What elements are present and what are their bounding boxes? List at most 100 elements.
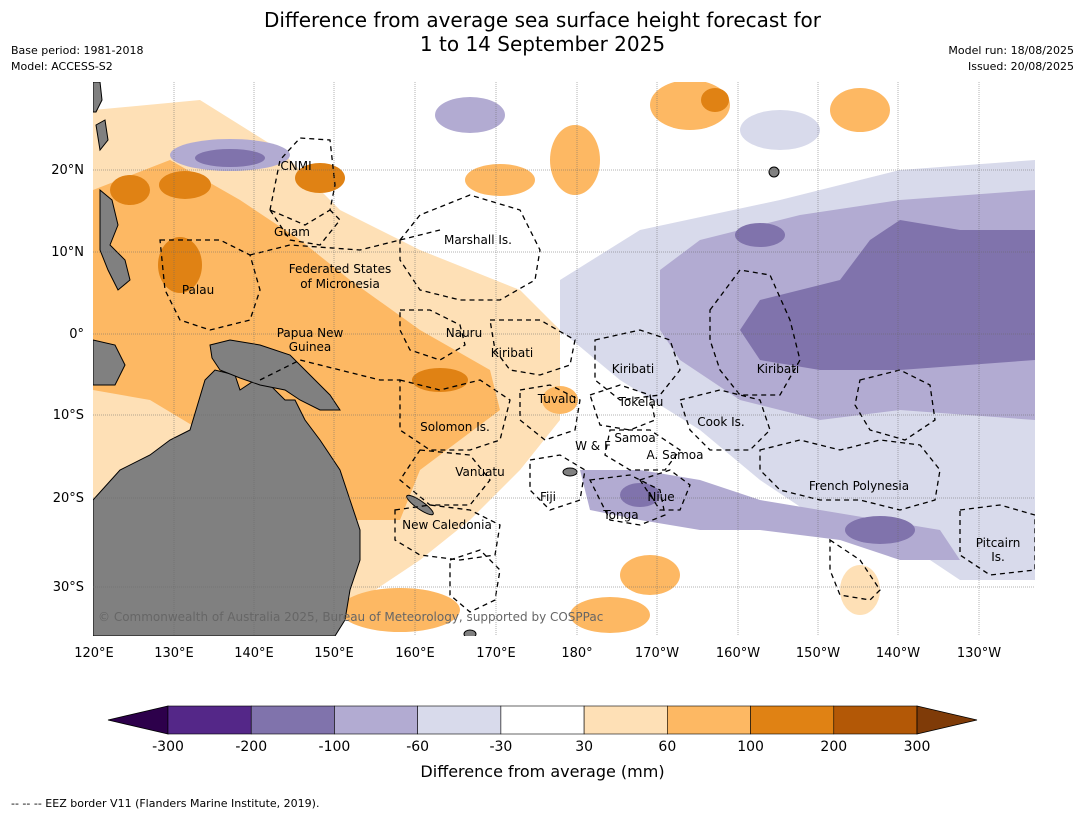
lon-label: 180° [561,646,592,661]
eez-footnote: -- -- -- EEZ border V11 (Flanders Marine… [11,797,320,810]
anomaly-blob-orange [830,88,890,132]
run-issue-info: Model run: 18/08/2025 Issued: 20/08/2025 [948,43,1074,75]
lon-label: 150°E [314,646,354,661]
colorbar-segment [167,705,252,735]
anomaly-blob-dark-orange [158,237,202,293]
anomaly-blob-purple [845,516,915,544]
colorbar-tick-label: 100 [737,739,764,755]
anomaly-blob-purple [195,149,265,167]
region-label-new-caledonia: New Caledonia [402,518,492,532]
anomaly-blob-orange [542,386,578,414]
colorbar-segment [750,705,835,735]
colorbar-segment [250,705,335,735]
colorbar-extend-high [916,705,978,735]
colorbar: -300 -200 -100 -60 -30 30 60 100 200 300 [107,705,978,755]
colorbar-segment [667,705,751,735]
region-label-american-samoa: A. Samoa [647,448,704,462]
title-line-1: Difference from average sea surface heig… [263,8,822,32]
colorbar-segment [833,705,918,735]
anomaly-blob-dark-orange [412,368,468,392]
region-label-nauru: Nauru [446,326,482,340]
lon-label: 170°W [635,646,679,661]
region-label-fsm-line1: Federated States [289,262,391,276]
region-label-french-polynesia: French Polynesia [809,479,909,493]
region-label-kiribati-west: Kiribati [491,346,533,360]
region-label-cnmi: CNMI [280,159,311,173]
anomaly-blob-purple [735,223,785,247]
land-new-caledonia [406,494,434,516]
anomaly-blob-orange [840,565,880,615]
map-area [93,82,1035,636]
lon-label: 130°W [957,646,1001,661]
region-label-pitcairn-line1: Pitcairn [976,536,1021,550]
model-run: Model run: 18/08/2025 [948,44,1074,57]
region-label-palau: Palau [182,283,214,297]
region-label-png-line2: Guinea [289,340,332,354]
region-label-samoa: Samoa [614,431,655,445]
colorbar-tick-label: 300 [904,739,931,755]
latitude-labels: 20°N 10°N 0° 10°S 20°S 30°S [51,163,84,595]
region-label-niue: Niue [647,490,674,504]
lon-label: 160°W [716,646,760,661]
copyright-notice: © Commonwealth of Australia 2025, Bureau… [98,610,603,624]
region-label-png-line1: Papua New [277,326,344,340]
colorbar-tick-label: -200 [235,739,267,755]
colorbar-segment [500,705,585,735]
colorbar-extend-low [107,705,169,735]
region-label-tonga: Tonga [602,508,638,522]
lon-label: 150°W [796,646,840,661]
land-new-zealand [463,629,477,636]
anomaly-blob-orange [550,125,600,195]
anomaly-blob-orange [340,588,460,632]
land-fiji [562,467,578,477]
anomaly-blob-purple [435,97,505,133]
colorbar-tick-label: 30 [575,739,593,755]
lon-label: 140°W [876,646,920,661]
base-model-info: Base period: 1981-2018 Model: ACCESS-S2 [11,43,143,75]
colorbar-segment [417,705,502,735]
anomaly-blob-dark-orange [159,171,211,199]
colorbar-tick-label: -60 [406,739,429,755]
region-label-kiribati-east: Kiribati [757,362,799,376]
colorbar-segment [334,705,418,735]
colorbar-tick-label: 200 [820,739,847,755]
lat-label: 30°S [53,580,84,595]
anomaly-blob-orange [570,597,650,633]
colorbar-tick-label: -300 [152,739,184,755]
land-australia [93,369,361,636]
anomaly-blob-dark-orange [701,88,729,112]
colorbar-segment [583,705,668,735]
eez-borders [159,137,1035,613]
region-label-pitcairn-line2: Is. [991,550,1005,564]
graticule [93,82,1035,636]
lat-label: 10°N [51,245,84,260]
anomaly-blob-purple [740,110,820,150]
title-line-2: 1 to 14 September 2025 [419,32,666,56]
region-label-marshall-islands: Marshall Is. [444,233,512,247]
anomaly-blob-orange [465,164,535,196]
lon-label: 130°E [154,646,194,661]
lon-label: 160°E [395,646,435,661]
region-label-cook-islands: Cook Is. [697,415,744,429]
colorbar-tick-label: 60 [658,739,676,755]
lat-label: 20°N [51,163,84,178]
lat-label: 10°S [53,408,84,423]
region-label-solomon-islands: Solomon Is. [420,420,490,434]
anomaly-blob-dark-orange [110,175,150,205]
land-borneo [93,339,126,386]
issue-date: Issued: 20/08/2025 [967,60,1074,73]
land-philippines [99,188,131,291]
region-label-guam: Guam [274,225,310,239]
region-label-fiji: Fiji [540,490,556,504]
chart-title: Difference from average sea surface heig… [0,8,1085,56]
colorbar-label: Difference from average (mm) [420,762,665,781]
region-label-fsm-line2: of Micronesia [300,277,380,291]
anomaly-field-purple [740,220,1035,370]
lon-label: 170°E [476,646,516,661]
base-period: Base period: 1981-2018 [11,44,144,57]
colorbar-tick-label: -100 [319,739,351,755]
region-label-vanuatu: Vanuatu [455,465,505,479]
region-label-tokelau: Tokelau [618,395,664,409]
land-hawaii [768,166,780,178]
region-label-wallis-futuna: W & F [575,439,611,453]
